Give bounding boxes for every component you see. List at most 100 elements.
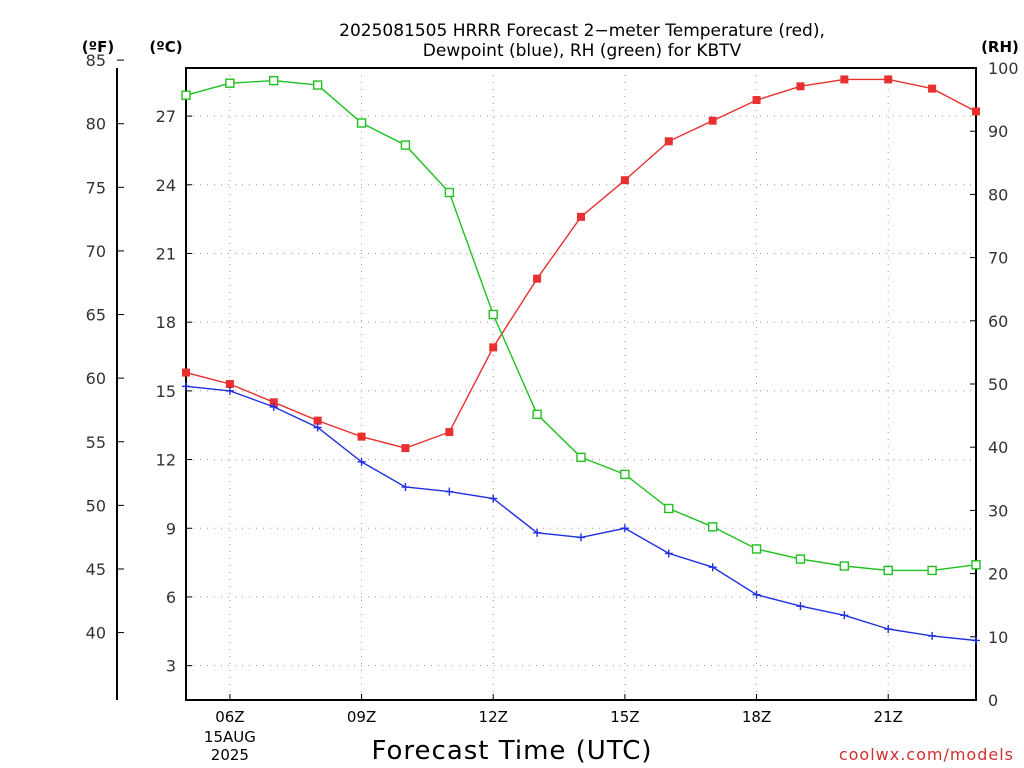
rh-point: [269, 75, 279, 86]
rh-point: [312, 80, 323, 90]
celsius-tick-label: 27: [156, 107, 176, 126]
time-tick-label: 21Z: [874, 708, 903, 726]
dewpoint-point: [182, 382, 190, 391]
temperature-point: [269, 398, 278, 407]
fahrenheit-tick-label: 85: [86, 51, 106, 70]
dewpoint-point: [489, 494, 498, 503]
rh-tick-label: 40: [988, 438, 1008, 457]
temperature-point: [796, 82, 805, 91]
dewpoint-point: [313, 423, 322, 432]
rh-point: [664, 503, 674, 514]
celsius-tick-label: 9: [166, 519, 176, 538]
celsius-tick-label: 18: [156, 313, 176, 332]
rh-point: [927, 565, 937, 576]
temperature-point: [620, 176, 629, 185]
rh-point: [620, 469, 630, 480]
fahrenheit-tick-label: 75: [86, 178, 106, 197]
rh-tick-label: 10: [988, 628, 1008, 647]
dewpoint-point: [708, 563, 717, 572]
fahrenheit-tick-label: 70: [86, 242, 106, 261]
temperature-point: [357, 432, 366, 441]
rh-point: [400, 140, 411, 150]
temperature-point: [533, 274, 542, 283]
rh-point: [795, 554, 806, 564]
dewpoint-point: [796, 602, 805, 611]
temperature-point: [313, 416, 322, 425]
dewpoint-point: [357, 457, 366, 466]
rh-point: [488, 309, 498, 320]
dewpoint-point: [577, 533, 585, 542]
rh-tick-label: 80: [988, 185, 1008, 204]
dewpoint-point: [884, 625, 893, 634]
dewpoint-point: [445, 487, 454, 496]
temperature-point: [884, 75, 893, 84]
date-tick-label: 15AUG: [204, 728, 256, 746]
dewpoint-point: [664, 549, 673, 558]
temperature-point: [225, 380, 234, 388]
rh-tick-label: 60: [988, 312, 1008, 331]
fahrenheit-tick-label: 60: [86, 369, 106, 388]
source-credit: coolwx.com/models: [839, 745, 1014, 764]
rh-tick-label: 90: [988, 122, 1008, 141]
rh-tick-label: 0: [988, 691, 998, 710]
rh-point: [444, 187, 455, 198]
rh-unit-label: (RH): [981, 38, 1019, 56]
rh-point: [532, 409, 542, 420]
celsius-tick-label: 24: [156, 176, 176, 195]
temperature-point: [445, 428, 454, 437]
celsius-tick-label: 12: [156, 451, 176, 470]
temperature-point: [182, 368, 190, 377]
dewpoint-point: [752, 590, 761, 599]
temperature-point: [577, 212, 585, 221]
celsius-tick-label: 6: [166, 588, 176, 607]
dewpoint-point: [225, 386, 234, 395]
rh-point: [751, 544, 762, 554]
year-tick-label: 2025: [211, 746, 249, 764]
temperature-point: [489, 343, 498, 352]
fahrenheit-tick-label: 65: [86, 306, 106, 325]
temperature-point: [752, 96, 761, 105]
time-tick-label: 09Z: [347, 708, 376, 726]
time-tick-label: 06Z: [215, 708, 244, 726]
temperature-point: [401, 444, 410, 453]
axis-ticks: 3 6 9 12 15 18 21 24 27 40 45 50 55 60 65 70 75 80 85 0 10 20…: [86, 51, 1019, 764]
celsius-tick-label: 21: [156, 244, 176, 263]
fahrenheit-unit-label: (ºF): [82, 38, 114, 56]
celsius-tick-label: 15: [156, 382, 176, 401]
temperature-point: [972, 107, 980, 116]
rh-point: [181, 90, 191, 100]
fahrenheit-tick-label: 80: [86, 115, 106, 134]
celsius-tick-label: 3: [166, 657, 176, 676]
temperature-point: [664, 137, 673, 146]
temperature-point: [928, 84, 937, 93]
time-tick-label: 18Z: [742, 708, 771, 726]
rh-tick-label: 100: [988, 59, 1019, 78]
dewpoint-point: [533, 528, 542, 537]
dewpoint-point: [840, 611, 849, 620]
fahrenheit-tick-label: 45: [86, 560, 106, 579]
series: [181, 75, 981, 645]
rh-point: [225, 78, 235, 88]
dewpoint-point: [401, 483, 410, 492]
dewpoint-point: [972, 636, 980, 645]
time-tick-label: 12Z: [479, 708, 508, 726]
time-tick-label: 15Z: [610, 708, 639, 726]
rh-tick-label: 70: [988, 249, 1008, 268]
chart-title-line-1: 2025081505 HRRR Forecast 2−meter Tempera…: [339, 21, 825, 41]
fahrenheit-tick-label: 50: [86, 496, 106, 515]
dewpoint-point: [269, 402, 278, 411]
fahrenheit-tick-label: 55: [86, 433, 106, 452]
rh-point: [883, 565, 893, 576]
temperature-point: [840, 75, 849, 84]
rh-tick-label: 30: [988, 501, 1008, 520]
rh-point: [839, 561, 850, 571]
rh-tick-label: 20: [988, 565, 1008, 584]
dewpoint-point: [928, 631, 937, 640]
rh-point: [576, 452, 586, 463]
temperature-point: [708, 116, 717, 125]
fahrenheit-tick-label: 40: [86, 624, 106, 643]
x-axis-label: Forecast Time (UTC): [371, 736, 652, 766]
celsius-unit-label: (ºC): [149, 38, 182, 56]
chart-title-line-2: Dewpoint (blue), RH (green) for KBTV: [423, 41, 742, 61]
